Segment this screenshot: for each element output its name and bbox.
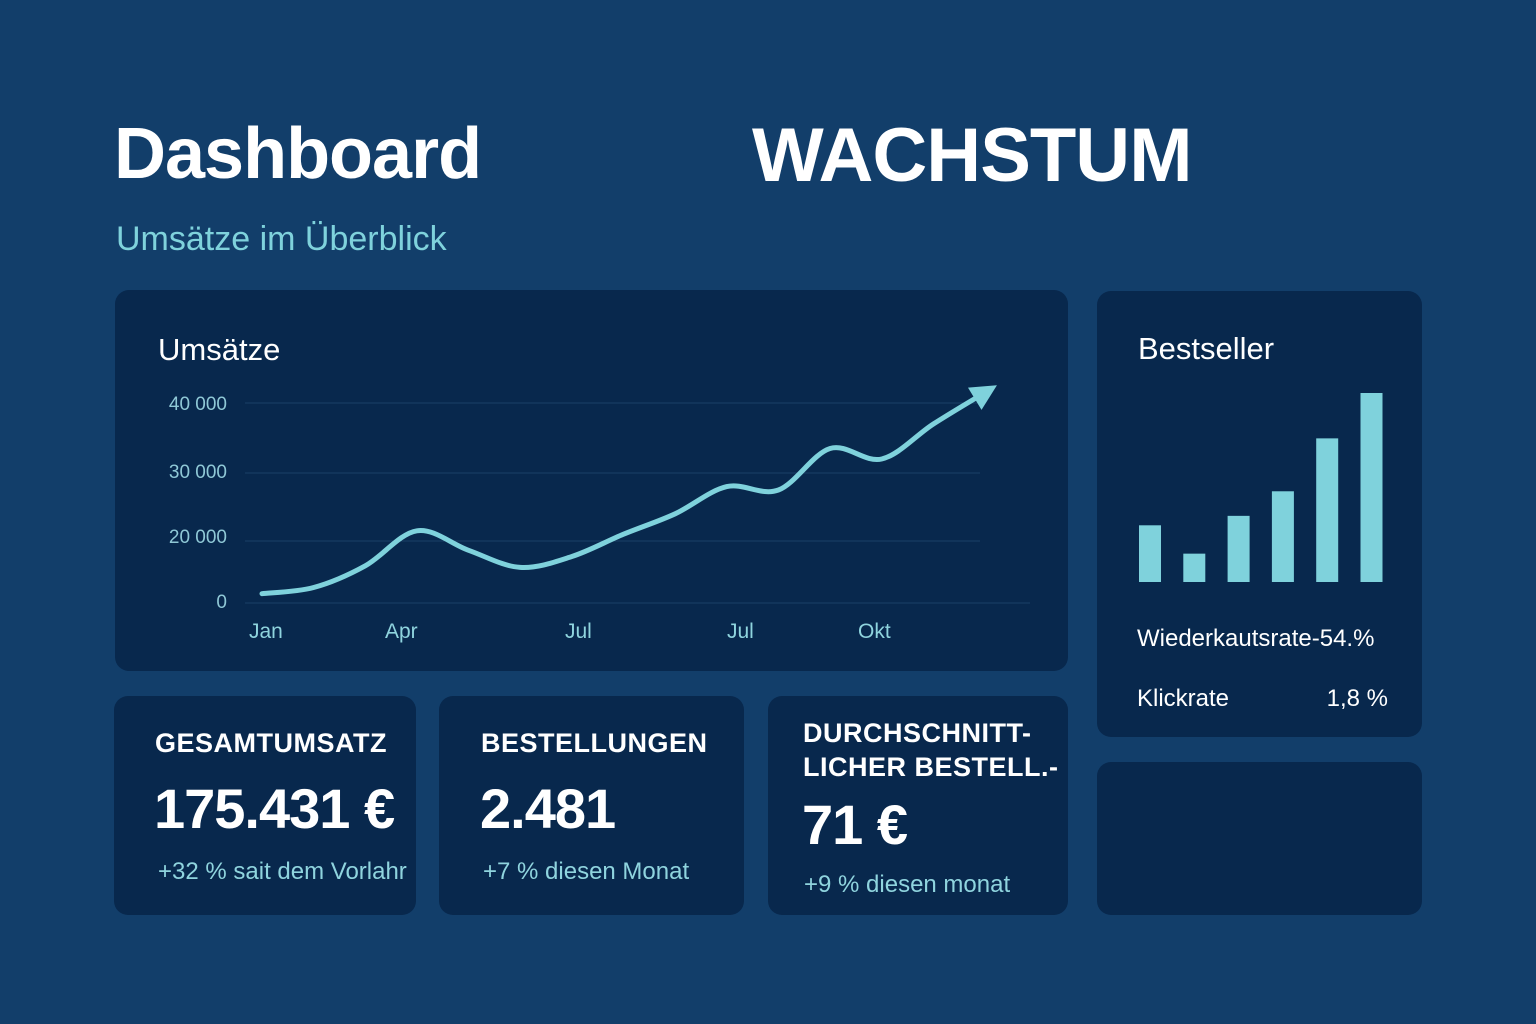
kpi-label-line-1: DURCHSCHNITT- <box>803 718 1032 748</box>
kpi-delta: +32 % sait dem Vorlahr <box>158 858 407 885</box>
empty-card <box>1097 762 1422 915</box>
sales-line-chart <box>245 385 1030 604</box>
kpi-delta: +7 % diesen Monat <box>483 858 690 885</box>
bestseller-bar <box>1183 553 1206 582</box>
sales-chart-title: Umsätze <box>158 332 281 367</box>
x-tick-label: Okt <box>858 620 891 643</box>
kpi-label: BESTELLUNGEN <box>481 728 708 758</box>
bestseller-bar-chart <box>1139 393 1383 582</box>
y-tick-label: 0 <box>216 592 227 613</box>
sales-chart-card: Umsätze 40 000 30 000 20 000 0 Jan Apr J… <box>115 290 1068 671</box>
bestseller-bar <box>1271 491 1294 582</box>
hero-heading: WACHSTUM <box>752 113 1193 198</box>
trend-arrow-icon <box>967 385 997 410</box>
sales-line-series <box>259 390 988 597</box>
click-rate-value: 1,8 % <box>1326 685 1388 712</box>
kpi-label-line-2: LICHER BESTELL.- <box>803 752 1059 782</box>
y-tick-label: 20 000 <box>168 527 227 548</box>
repurchase-rate-label: Wiederkautsrate-54.% <box>1137 625 1375 652</box>
kpi-card-orders: BESTELLUNGEN 2.481 +7 % diesen Monat <box>439 696 744 915</box>
bestseller-title: Bestseller <box>1138 331 1275 366</box>
bestseller-bar <box>1316 438 1339 582</box>
x-tick-label: Apr <box>385 620 418 643</box>
kpi-value: 71 € <box>802 793 908 856</box>
x-tick-label: Jan <box>249 620 283 643</box>
kpi-value: 2.481 <box>480 777 616 840</box>
click-rate-label: Klickrate <box>1137 685 1230 712</box>
bestseller-bar <box>1360 393 1383 582</box>
kpi-label: GESAMTUMSATZ <box>155 728 387 758</box>
kpi-value: 175.431 € <box>154 777 395 840</box>
x-tick-label: Jul <box>565 620 592 643</box>
x-tick-label: Jul <box>727 620 754 643</box>
bestseller-bar <box>1139 525 1161 582</box>
page-subtitle: Umsätze im Überblick <box>116 220 447 258</box>
kpi-card-total-revenue: GESAMTUMSATZ 175.431 € +32 % sait dem Vo… <box>114 696 416 915</box>
kpi-delta: +9 % diesen monat <box>804 871 1011 898</box>
kpi-card-average-order: DURCHSCHNITT- LICHER BESTELL.- 71 € +9 %… <box>768 696 1068 915</box>
y-tick-label: 40 000 <box>168 394 227 415</box>
page-title: Dashboard <box>114 114 482 194</box>
y-tick-label: 30 000 <box>168 462 227 483</box>
bestseller-bar <box>1227 515 1250 582</box>
bestseller-card: Bestseller Wiederkautsrate-54.% Klickrat… <box>1097 291 1422 737</box>
